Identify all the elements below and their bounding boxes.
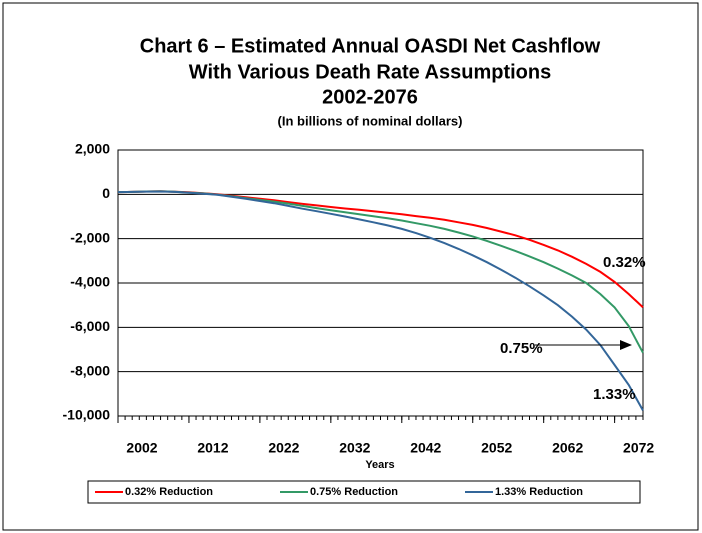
x-axis-label: Years [365,459,394,471]
x-tick-label: 2012 [197,440,228,456]
legend-label: 0.75% Reduction [310,486,398,498]
legend-box [87,480,641,504]
annotation: 0.32% [603,254,646,271]
arrow-head [620,340,632,350]
annotation: 1.33% [593,386,636,403]
chart-title: Chart 6 – Estimated Annual OASDI Net Cas… [140,35,601,57]
x-tick-label: 2042 [410,440,441,456]
y-tick-label: 0 [102,185,110,201]
x-tick-label: 2052 [481,440,512,456]
annotation: 0.75% [500,340,543,357]
x-tick-label: 2022 [268,440,299,456]
x-tick-label: 2062 [552,440,583,456]
y-tick-label: -4,000 [70,274,110,290]
y-tick-label: -8,000 [70,362,110,378]
legend-label: 1.33% Reduction [495,486,583,498]
chart-title: 2002-2076 [322,86,418,108]
x-tick-label: 2032 [339,440,370,456]
y-tick-label: 2,000 [75,141,110,157]
chart-title: With Various Death Rate Assumptions [189,61,551,83]
x-tick-label: 2072 [623,440,654,456]
chart-subtitle: (In billions of nominal dollars) [278,113,463,128]
x-tick-label: 2002 [126,440,157,456]
y-tick-label: -6,000 [70,318,110,334]
series-line [117,190,644,411]
legend-label: 0.32% Reduction [125,486,213,498]
y-tick-label: -2,000 [70,229,110,245]
y-tick-label: -10,000 [63,407,111,423]
